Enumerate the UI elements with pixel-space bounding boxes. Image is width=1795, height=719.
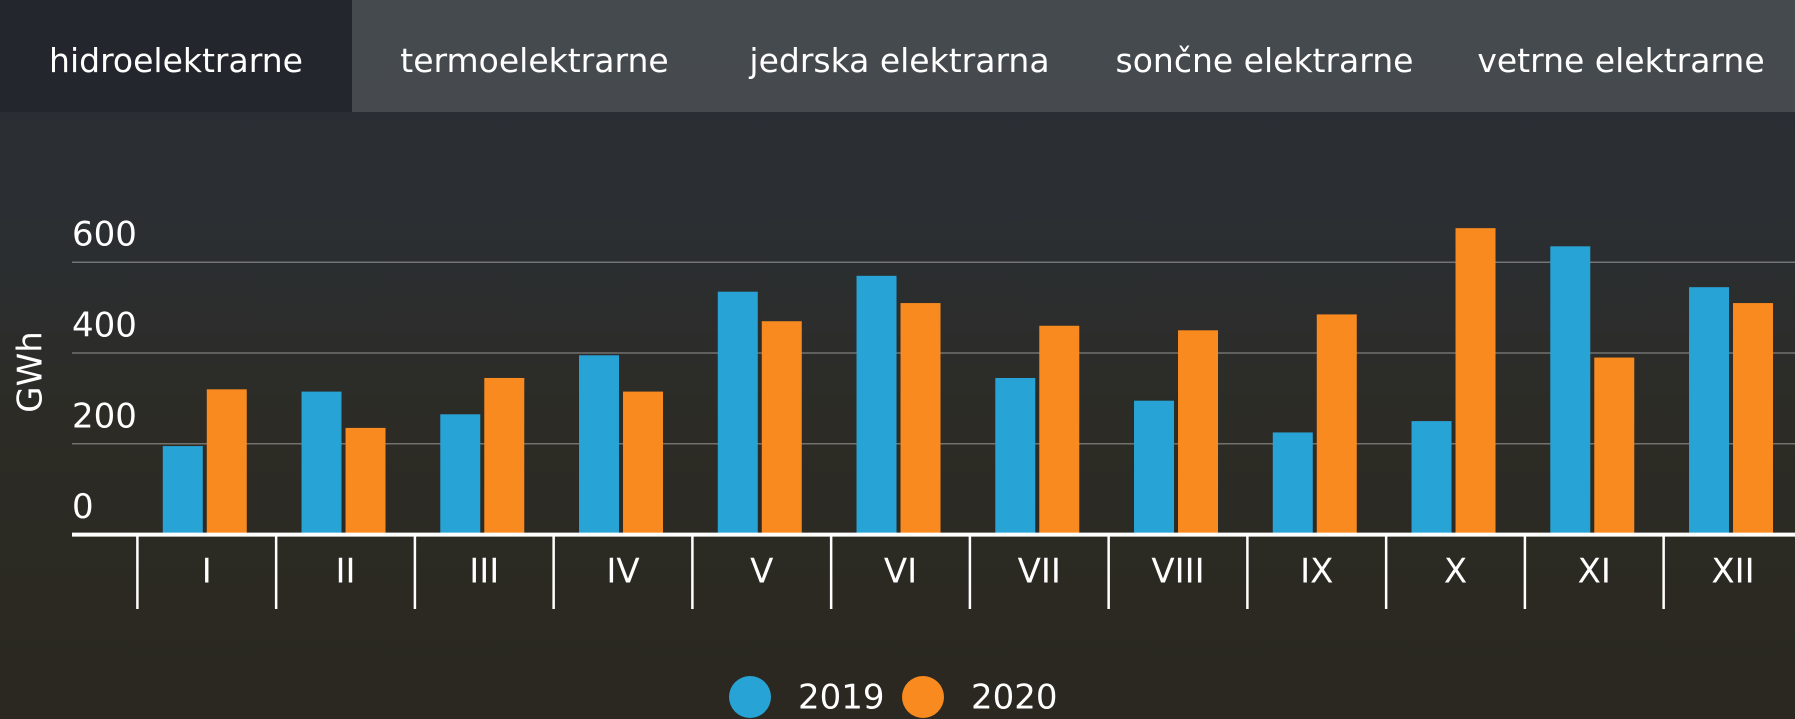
bar: [206, 389, 247, 535]
bar: [1550, 246, 1591, 535]
bar: [1411, 421, 1452, 535]
bar: [761, 321, 802, 535]
x-tick-label: IV: [606, 552, 639, 592]
tab[interactable]: vetrne elektrarne: [1477, 41, 1765, 80]
tab[interactable]: hidroelektrarne: [0, 0, 352, 112]
x-tick-label: XII: [1711, 552, 1754, 592]
bar: [440, 414, 481, 535]
bar: [995, 377, 1036, 535]
x-tick-label: III: [469, 552, 499, 592]
x-tick-label: VI: [884, 552, 917, 592]
tabbar-background: [352, 0, 1795, 112]
bar: [856, 275, 897, 535]
bar: [1178, 330, 1219, 535]
legend-marker: [729, 676, 771, 718]
x-tick-label: IX: [1300, 552, 1333, 592]
tab-bar: hidroelektrarne termoelektrarne jedrska …: [0, 0, 1795, 112]
bar: [1316, 314, 1357, 535]
x-tick-label: X: [1444, 552, 1467, 592]
bar: [1039, 325, 1080, 535]
bar: [717, 291, 758, 535]
y-axis-label: GWh: [11, 331, 51, 413]
x-tick-label: V: [750, 552, 773, 592]
tab[interactable]: jedrska elektrarna: [749, 41, 1050, 80]
x-tick-label: II: [335, 552, 355, 592]
bar: [579, 355, 620, 535]
bar: [623, 391, 664, 535]
bar: [484, 377, 525, 535]
y-tick-label: 200: [72, 396, 137, 436]
y-tick-label: 0: [72, 487, 94, 527]
bar: [345, 427, 386, 535]
tab[interactable]: sončne elektrarne: [1115, 41, 1414, 80]
legend-label: 2019: [798, 678, 885, 718]
bar: [1594, 357, 1635, 535]
bar: [900, 303, 941, 535]
bar: [1455, 228, 1496, 535]
tab[interactable]: termoelektrarne: [400, 41, 669, 80]
bar: [1733, 303, 1774, 535]
bar: [1689, 287, 1730, 535]
bar: [1272, 432, 1313, 535]
y-tick-label: 400: [72, 306, 137, 346]
x-tick-label: I: [202, 552, 212, 592]
y-tick-label: 600: [72, 215, 137, 255]
bar: [1134, 400, 1175, 535]
x-tick-label: VII: [1018, 552, 1061, 592]
bar: [162, 446, 203, 535]
x-tick-label: XI: [1578, 552, 1611, 592]
bar: [301, 391, 342, 535]
legend-marker: [902, 676, 944, 718]
x-tick-label: VIII: [1151, 552, 1204, 592]
legend-label: 2020: [971, 678, 1058, 718]
